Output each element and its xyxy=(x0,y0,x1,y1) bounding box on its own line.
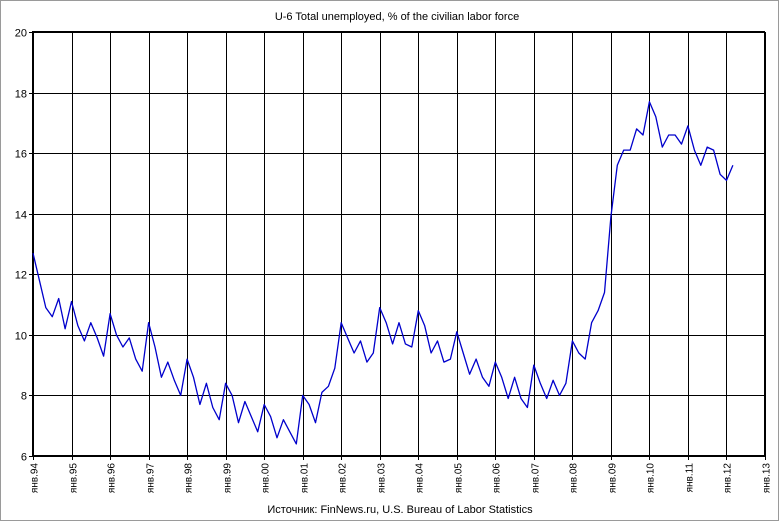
x-tick-label: янв.02 xyxy=(338,463,349,494)
x-tick-label: янв.11 xyxy=(685,463,696,493)
chart-title: U-6 Total unemployed, % of the civilian … xyxy=(275,11,519,23)
x-tick-label: янв.95 xyxy=(69,463,80,494)
x-tick-label: янв.96 xyxy=(107,463,118,494)
y-tick-label: 14 xyxy=(15,210,27,222)
y-tick-label: 8 xyxy=(21,391,27,403)
x-tick-label: янв.05 xyxy=(454,463,465,494)
y-tick-label: 20 xyxy=(15,28,27,40)
x-tick-label: янв.97 xyxy=(146,463,157,494)
x-tick-label: янв.99 xyxy=(223,463,234,494)
y-tick-label: 10 xyxy=(15,331,27,343)
y-tick-label: 6 xyxy=(21,452,27,464)
series-line-u6 xyxy=(32,101,734,445)
y-tick-label: 18 xyxy=(15,89,27,101)
x-tick-label: янв.94 xyxy=(30,463,41,494)
x-tick-label: янв.00 xyxy=(261,463,272,494)
x-tick-label: янв.09 xyxy=(608,463,619,494)
x-tick-label: янв.06 xyxy=(492,463,503,494)
series-layer xyxy=(32,101,734,445)
x-tick-label: янв.98 xyxy=(184,463,195,494)
x-tick-label: янв.10 xyxy=(646,463,657,494)
grid-layer xyxy=(33,32,766,457)
plot-area xyxy=(32,31,765,456)
source-note: Источник: FinNews.ru, U.S. Bureau of Lab… xyxy=(267,504,533,516)
x-axis: янв.94 янв.95 янв.96 янв.97 янв.98 янв.99 янв.… xyxy=(30,456,773,493)
x-tick-label: янв.13 xyxy=(762,463,773,494)
x-tick-label: янв.07 xyxy=(531,463,542,494)
x-tick-label: янв.12 xyxy=(723,463,734,494)
y-axis: 6 8 10 12 14 16 18 20 xyxy=(15,28,33,464)
x-tick-label: янв.03 xyxy=(377,463,388,494)
x-tick-label: янв.04 xyxy=(415,463,426,494)
x-tick-label: янв.01 xyxy=(300,463,311,494)
x-tick-label: янв.08 xyxy=(569,463,580,494)
y-tick-label: 16 xyxy=(15,149,27,161)
y-tick-label: 12 xyxy=(15,270,27,282)
